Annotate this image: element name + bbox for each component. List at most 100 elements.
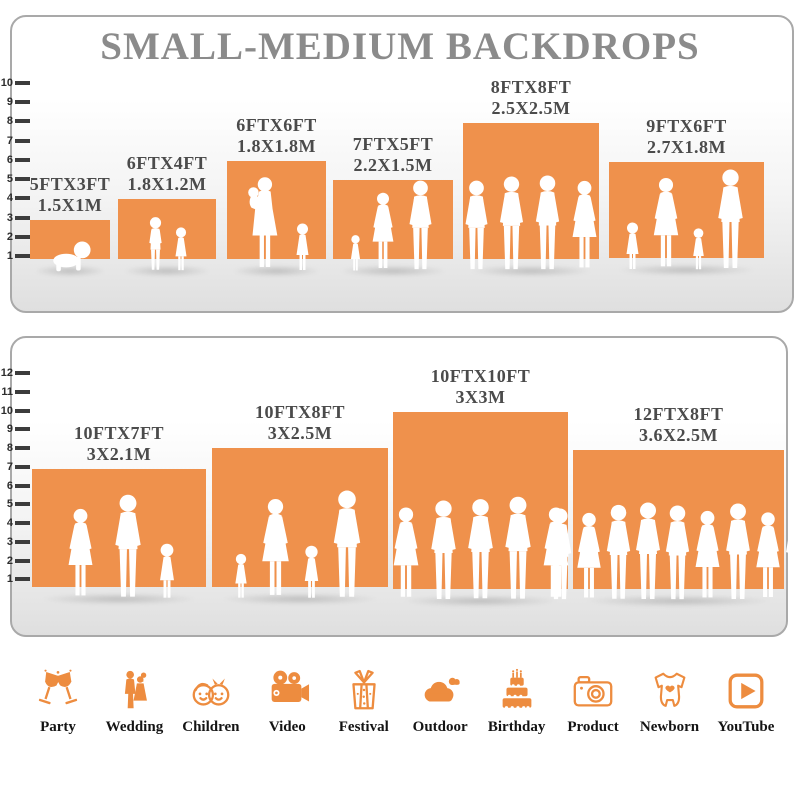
- silhouette-man: [404, 180, 437, 272]
- silhouette-group: [573, 502, 784, 602]
- birthday-icon: [502, 668, 531, 710]
- category-children: Children: [175, 668, 247, 736]
- ruler-tick: 1: [0, 248, 30, 264]
- ruler-number: 6: [6, 153, 13, 166]
- silhouette-girl: [233, 552, 249, 600]
- backdrop-size-label: 8FTX8FT 2.5X2.5M: [421, 77, 641, 119]
- ruler-number: 4: [6, 517, 13, 529]
- silhouette-man: [712, 169, 749, 271]
- silhouette-girl: [691, 227, 706, 271]
- ruler-number: 5: [6, 173, 13, 186]
- category-label: YouTube: [717, 719, 775, 735]
- figure-shadow: [469, 265, 593, 277]
- category-label: Newborn: [639, 719, 700, 735]
- product-icon: [573, 675, 613, 707]
- ruler-tick: 12: [0, 365, 30, 381]
- ruler-number: 12: [0, 367, 13, 379]
- festival-icon: [352, 669, 376, 710]
- silhouette-man: [530, 175, 565, 272]
- silhouette-group: [333, 180, 453, 272]
- backdrop-size-label: 10FTX8FT 3X2.5M: [190, 402, 410, 444]
- figure-shadow: [40, 593, 198, 605]
- backdrop-size-label: 5FTX3FT 1.5X1M: [0, 174, 180, 216]
- ruler-tick: 9: [0, 94, 30, 110]
- ruler-tick-mark: [15, 427, 30, 432]
- size-feet: 12FTX8FT: [633, 404, 724, 424]
- category-wedding: Wedding: [98, 668, 170, 736]
- figure-shadow: [220, 593, 380, 605]
- silhouette-man: [425, 500, 462, 602]
- category-outdoor: Outdoor: [404, 668, 476, 736]
- ruler-number: 9: [6, 96, 13, 109]
- silhouette-woman: [62, 508, 99, 600]
- silhouette-man: [780, 506, 800, 602]
- ruler-tick: 1: [0, 571, 30, 587]
- category-newborn: Newborn: [634, 668, 706, 736]
- ruler-tick: 10: [0, 403, 30, 419]
- party-icon: [38, 669, 78, 705]
- silhouette-man: [499, 496, 537, 602]
- ruler-number: 2: [6, 230, 13, 243]
- ruler-tick-mark: [15, 502, 30, 507]
- ruler-tick: 3: [0, 534, 30, 550]
- backdrop-size-label: 6FTX6FT 1.8X1.8M: [167, 115, 387, 157]
- silhouette-man: [327, 490, 367, 600]
- ruler-tick-mark: [15, 234, 30, 239]
- silhouette-woman: [367, 192, 399, 272]
- ruler-tick: 9: [0, 421, 30, 437]
- ruler-number: 8: [6, 115, 13, 128]
- category-label: Product: [567, 719, 619, 735]
- size-feet: 9FTX6FT: [646, 116, 727, 136]
- silhouette-group: [463, 175, 599, 272]
- backdrop-size-label: 10FTX10FT 3X3M: [371, 366, 591, 408]
- ruler-tick: 11: [0, 384, 30, 400]
- ruler-tick-mark: [15, 521, 30, 525]
- children-icon: [192, 678, 230, 706]
- figure-shadow: [339, 265, 447, 277]
- silhouette-girl: [302, 544, 321, 600]
- category-label: Video: [268, 719, 306, 735]
- ruler-number: 3: [6, 211, 13, 224]
- silhouette-group: [118, 216, 216, 272]
- ruler-tick-mark: [15, 446, 30, 450]
- ruler-tick: 7: [0, 459, 30, 475]
- figure-shadow: [616, 264, 757, 276]
- backdrop-rect: [118, 199, 216, 259]
- category-festival: Festival: [328, 668, 400, 736]
- size-meters: 2.7X1.8M: [647, 137, 726, 157]
- backdrop-size-label: 10FTX7FT 3X2.1M: [9, 423, 229, 465]
- size-feet: 6FTX6FT: [236, 115, 317, 135]
- size-feet: 10FTX8FT: [254, 402, 345, 422]
- category-youtube: YouTube: [710, 668, 782, 736]
- ruler-number: 1: [6, 249, 13, 262]
- ruler-tick-mark: [15, 215, 30, 220]
- backdrop-size-label: 7FTX5FT 2.2X1.5M: [283, 134, 503, 176]
- ruler-number: 6: [6, 479, 13, 492]
- category-label: Children: [182, 719, 240, 735]
- silhouette-group: [32, 494, 206, 600]
- ruler-tick-mark: [15, 389, 30, 394]
- ruler-tick: 4: [0, 515, 30, 531]
- silhouette-woman: [387, 506, 425, 602]
- video-icon: [271, 670, 310, 703]
- silhouette-man: [462, 498, 499, 602]
- backdrop-size-label: 12FTX8FT 3.6X2.5M: [569, 404, 789, 446]
- size-meters: 1.8X1.8M: [237, 136, 316, 156]
- category-label: Wedding: [105, 719, 164, 735]
- ruler-tick-mark: [15, 577, 30, 582]
- size-feet: 6FTX4FT: [126, 153, 208, 173]
- ruler-tick: 7: [0, 133, 30, 149]
- ruler-tick: 2: [0, 553, 30, 569]
- ruler-number: 3: [6, 535, 13, 548]
- ruler-tick: 8: [0, 113, 30, 129]
- size-meters: 1.5X1M: [37, 195, 103, 215]
- size-meters: 3.6X2.5M: [639, 425, 718, 445]
- ruler-number: 2: [6, 554, 13, 567]
- silhouette-girl: [624, 221, 641, 271]
- ruler-number: 11: [1, 385, 13, 398]
- ruler-number: 8: [6, 442, 13, 454]
- ruler-tick-mark: [15, 539, 30, 544]
- ruler-tick: 2: [0, 229, 30, 245]
- ruler-tick: 5: [0, 171, 30, 187]
